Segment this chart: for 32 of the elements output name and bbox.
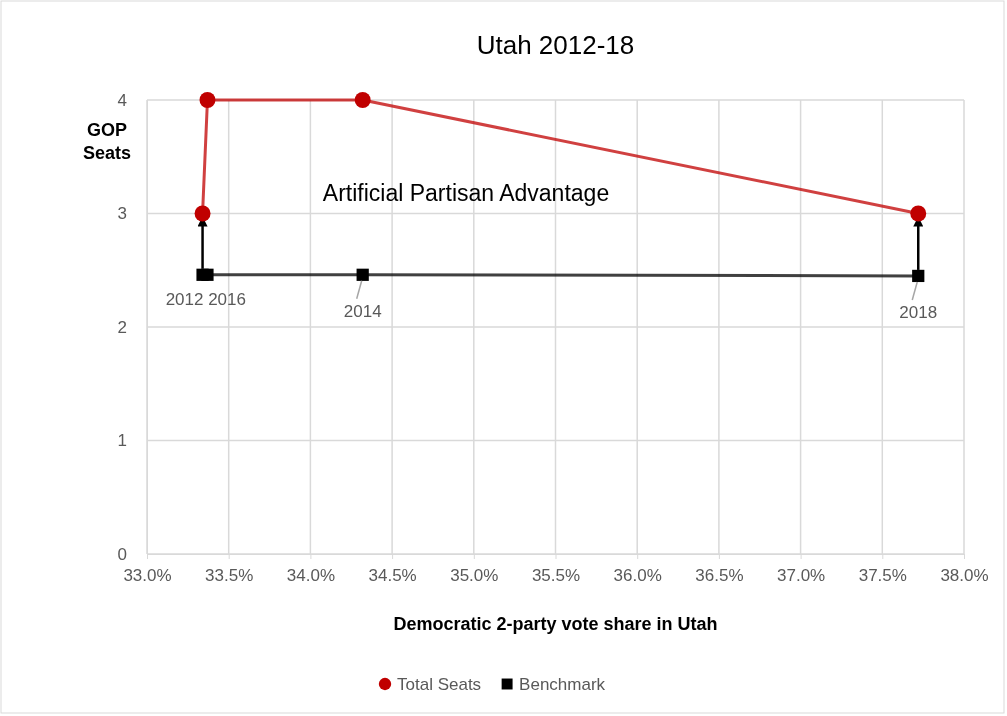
y-tick-label: 4: [117, 90, 127, 110]
annotation: Artificial Partisan Advantage: [322, 180, 610, 206]
y-tick-label: 0: [117, 544, 127, 564]
x-tick-label: 35.5%: [531, 565, 581, 585]
x-tick-label: 34.5%: [368, 565, 417, 585]
legend-label: Benchmark: [519, 675, 606, 694]
x-tick-label: 35.0%: [450, 565, 499, 585]
x-tick-label: 37.0%: [777, 565, 826, 585]
annotation: 2018: [899, 302, 938, 322]
point: [912, 269, 925, 283]
y-axis-title: GOP Seats: [82, 120, 132, 163]
x-tick-label: 37.5%: [858, 565, 907, 585]
point: [910, 205, 927, 222]
point: [356, 268, 369, 281]
point: [354, 92, 371, 108]
x-tick-label: 34.0%: [286, 565, 335, 585]
legend-label: Total Seats: [397, 675, 482, 694]
x-tick-label: 33.0%: [123, 565, 172, 585]
point: [194, 205, 211, 222]
x-tick-label: 33.5%: [205, 565, 254, 585]
y-tick-label: 1: [117, 431, 127, 451]
x-tick-label: 38.0%: [940, 565, 989, 585]
y-tick-label: 2: [117, 317, 127, 337]
chart-title: Utah 2012-18: [476, 30, 635, 60]
x-tick-label: 36.0%: [613, 565, 662, 585]
annotation: 2012 2016: [165, 289, 247, 309]
point: [199, 92, 216, 108]
x-tick-label: 36.5%: [695, 565, 744, 585]
x-axis-title: Democratic 2-party vote share in Utah: [393, 614, 718, 634]
y-tick-label: 3: [117, 204, 127, 224]
point: [201, 268, 214, 281]
annotation: 2014: [343, 301, 382, 321]
